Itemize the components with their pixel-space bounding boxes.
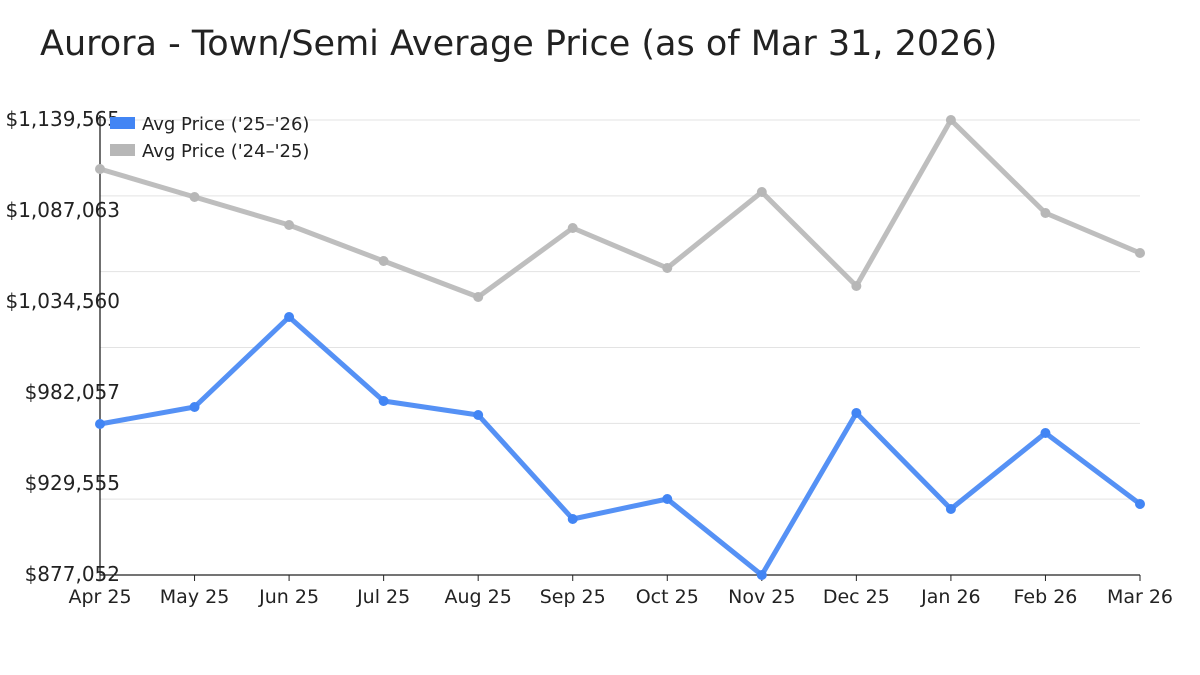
- x-tick-label: Apr 25: [68, 586, 131, 608]
- data-point: [95, 164, 105, 175]
- y-tick-label: $1,139,565: [5, 107, 120, 131]
- y-tick-label: $1,034,560: [5, 289, 120, 313]
- data-point: [945, 115, 956, 125]
- data-point: [1040, 208, 1051, 219]
- y-tick-label: $982,057: [25, 380, 120, 404]
- y-tick-label: $877,052: [25, 562, 120, 586]
- data-point: [284, 312, 295, 323]
- data-point: [95, 418, 105, 429]
- data-point: [189, 192, 200, 203]
- data-point: [1135, 248, 1145, 259]
- data-point: [567, 514, 578, 525]
- y-tick-label: $929,555: [25, 471, 120, 495]
- chart-title: Aurora - Town/Semi Average Price (as of …: [40, 24, 998, 64]
- x-tick-label: Sep 25: [540, 586, 606, 608]
- data-point: [378, 255, 389, 266]
- x-tick-label: Aug 25: [445, 586, 512, 608]
- x-tick-label: Feb 26: [1014, 586, 1078, 608]
- x-tick-label: Jul 25: [356, 586, 410, 608]
- data-point: [284, 220, 295, 231]
- x-tick-label: May 25: [160, 586, 230, 608]
- x-tick-label: Nov 25: [728, 586, 795, 608]
- x-tick-label: Mar 26: [1107, 586, 1173, 608]
- data-point: [851, 281, 862, 292]
- legend-label: Avg Price ('25–'26): [142, 114, 309, 135]
- y-tick-label: $1,087,063: [5, 198, 120, 222]
- series-line-0: [99, 314, 1142, 578]
- x-tick-label: Jan 26: [920, 586, 981, 608]
- legend-swatch: [110, 117, 135, 129]
- x-tick-label: Jun 25: [258, 586, 319, 608]
- data-point: [1040, 428, 1051, 439]
- data-point: [662, 494, 673, 505]
- data-point: [851, 408, 862, 419]
- legend-swatch: [110, 144, 135, 156]
- data-point: [945, 503, 956, 514]
- data-point: [567, 223, 578, 234]
- data-point: [473, 292, 484, 303]
- series-line-1: [99, 117, 1141, 300]
- data-point: [756, 570, 767, 580]
- data-point: [756, 187, 767, 198]
- data-point: [189, 401, 200, 412]
- x-tick-label: Dec 25: [823, 586, 890, 608]
- data-point: [473, 410, 484, 421]
- data-point: [378, 396, 389, 407]
- x-tick-label: Oct 25: [636, 586, 699, 608]
- data-point: [662, 263, 673, 274]
- legend-label: Avg Price ('24–'25): [142, 141, 309, 162]
- data-point: [1135, 499, 1145, 510]
